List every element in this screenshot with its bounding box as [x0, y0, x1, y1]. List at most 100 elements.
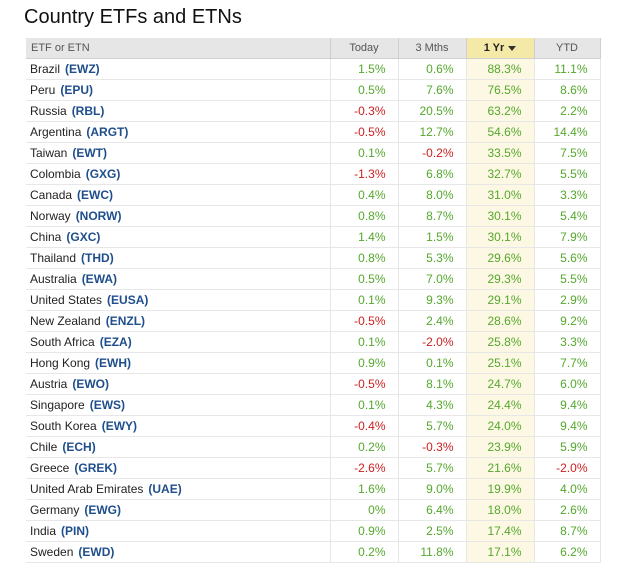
header-today[interactable]: Today: [330, 38, 399, 59]
country-name: South Korea: [30, 419, 97, 433]
1-yr-cell: 54.6%: [466, 121, 535, 143]
1-yr-cell: 32.7%: [466, 163, 535, 185]
ticker-link[interactable]: (ECH): [62, 440, 96, 454]
ticker-link[interactable]: (EUSA): [107, 293, 149, 307]
header-1-yr[interactable]: 1 Yr: [466, 38, 535, 59]
ticker-link[interactable]: (RBL): [71, 104, 105, 118]
ticker-link[interactable]: (EWG): [84, 503, 122, 517]
1-yr-cell: 24.7%: [466, 373, 535, 395]
etf-name-cell: Russia (RBL): [26, 100, 331, 122]
ytd-cell: -2.0%: [534, 457, 601, 479]
3-mths-cell: 2.5%: [398, 520, 467, 542]
country-name: Colombia: [30, 167, 81, 181]
table-row: South Korea (EWY) -0.4% 5.7% 24.0% 9.4%: [26, 415, 601, 437]
ticker-link[interactable]: (EPU): [60, 83, 94, 97]
today-cell: -0.4%: [330, 415, 399, 437]
today-cell: 0.2%: [330, 436, 399, 458]
table-row: Austria (EWO) -0.5% 8.1% 24.7% 6.0%: [26, 373, 601, 395]
ticker-link[interactable]: (THD): [81, 251, 114, 265]
today-cell: -0.5%: [330, 310, 399, 332]
today-cell: 1.4%: [330, 226, 399, 248]
table-body: Brazil (EWZ) 1.5% 0.6% 88.3% 11.1% Peru (EPU) 0.…: [26, 58, 601, 563]
ticker-link[interactable]: (EWT): [72, 146, 108, 160]
etf-name-cell: Peru (EPU): [26, 79, 331, 101]
country-name: Singapore: [30, 398, 85, 412]
country-name: Germany: [30, 503, 80, 517]
ticker-link[interactable]: (GXC): [66, 230, 101, 244]
table-row: Hong Kong (EWH) 0.9% 0.1% 25.1% 7.7%: [26, 352, 601, 374]
ticker-link[interactable]: (EWZ): [65, 62, 100, 76]
ytd-cell: 5.5%: [534, 268, 601, 290]
1-yr-cell: 17.4%: [466, 520, 535, 542]
ticker-link[interactable]: (EWC): [77, 188, 114, 202]
today-cell: 0.8%: [330, 247, 399, 269]
ticker-link[interactable]: (EWY): [101, 419, 138, 433]
country-name: Thailand: [30, 251, 77, 265]
ytd-cell: 7.5%: [534, 142, 601, 164]
1-yr-cell: 18.0%: [466, 499, 535, 521]
ticker-link[interactable]: (EWH): [95, 356, 132, 370]
1-yr-cell: 25.1%: [466, 352, 535, 374]
today-cell: 0.1%: [330, 394, 399, 416]
ticker-link[interactable]: (NORW): [75, 209, 122, 223]
3-mths-cell: 9.3%: [398, 289, 467, 311]
today-cell: 0.9%: [330, 352, 399, 374]
3-mths-cell: 12.7%: [398, 121, 467, 143]
ticker-link[interactable]: (ARGT): [86, 125, 129, 139]
etf-name-cell: Canada (EWC): [26, 184, 331, 206]
header-etf-or-etn[interactable]: ETF or ETN: [26, 38, 331, 59]
country-name: Peru: [30, 83, 56, 97]
today-cell: 0.5%: [330, 268, 399, 290]
table-row: Colombia (GXG) -1.3% 6.8% 32.7% 5.5%: [26, 163, 601, 185]
3-mths-cell: 8.0%: [398, 184, 467, 206]
ticker-link[interactable]: (GXG): [85, 167, 121, 181]
table-row: Greece (GREK) -2.6% 5.7% 21.6% -2.0%: [26, 457, 601, 479]
3-mths-cell: 11.8%: [398, 541, 467, 563]
table-row: Brazil (EWZ) 1.5% 0.6% 88.3% 11.1%: [26, 58, 601, 80]
today-cell: 0.1%: [330, 142, 399, 164]
ticker-link[interactable]: (EWA): [81, 272, 118, 286]
country-name: Austria: [30, 377, 68, 391]
header-ytd[interactable]: YTD: [534, 38, 601, 59]
ytd-cell: 7.7%: [534, 352, 601, 374]
ticker-link[interactable]: (EWD): [78, 545, 115, 559]
1-yr-cell: 76.5%: [466, 79, 535, 101]
ticker-link[interactable]: (EWS): [89, 398, 126, 412]
country-name: Sweden: [30, 545, 74, 559]
etf-name-cell: Thailand (THD): [26, 247, 331, 269]
etf-table: ETF or ETN Today 3 Mths 1 Yr YTD Brazil (…: [26, 38, 601, 563]
country-name: New Zealand: [30, 314, 101, 328]
1-yr-cell: 30.1%: [466, 226, 535, 248]
1-yr-cell: 33.5%: [466, 142, 535, 164]
ticker-link[interactable]: (GREK): [74, 461, 118, 475]
ytd-cell: 9.2%: [534, 310, 601, 332]
ticker-link[interactable]: (EWO): [72, 377, 110, 391]
country-name: United Arab Emirates: [30, 482, 144, 496]
table-row: United Arab Emirates (UAE) 1.6% 9.0% 19.9% 4.…: [26, 478, 601, 500]
ticker-link[interactable]: (EZA): [99, 335, 132, 349]
ticker-link[interactable]: (ENZL): [105, 314, 146, 328]
etf-name-cell: Brazil (EWZ): [26, 58, 331, 80]
1-yr-cell: 21.6%: [466, 457, 535, 479]
etf-name-cell: United Arab Emirates (UAE): [26, 478, 331, 500]
today-cell: -1.3%: [330, 163, 399, 185]
today-cell: -2.6%: [330, 457, 399, 479]
header-3-mths[interactable]: 3 Mths: [398, 38, 467, 59]
ticker-link[interactable]: (UAE): [148, 482, 182, 496]
today-cell: 1.6%: [330, 478, 399, 500]
1-yr-cell: 88.3%: [466, 58, 535, 80]
table-row: Russia (RBL) -0.3% 20.5% 63.2% 2.2%: [26, 100, 601, 122]
etf-name-cell: Taiwan (EWT): [26, 142, 331, 164]
ytd-cell: 3.3%: [534, 184, 601, 206]
today-cell: 0.1%: [330, 331, 399, 353]
ticker-link[interactable]: (PIN): [61, 524, 90, 538]
country-name: Russia: [30, 104, 67, 118]
table-row: Australia (EWA) 0.5% 7.0% 29.3% 5.5%: [26, 268, 601, 290]
etf-name-cell: Greece (GREK): [26, 457, 331, 479]
country-name: Australia: [30, 272, 77, 286]
etf-name-cell: Chile (ECH): [26, 436, 331, 458]
1-yr-cell: 29.3%: [466, 268, 535, 290]
table-row: China (GXC) 1.4% 1.5% 30.1% 7.9%: [26, 226, 601, 248]
today-cell: -0.5%: [330, 373, 399, 395]
